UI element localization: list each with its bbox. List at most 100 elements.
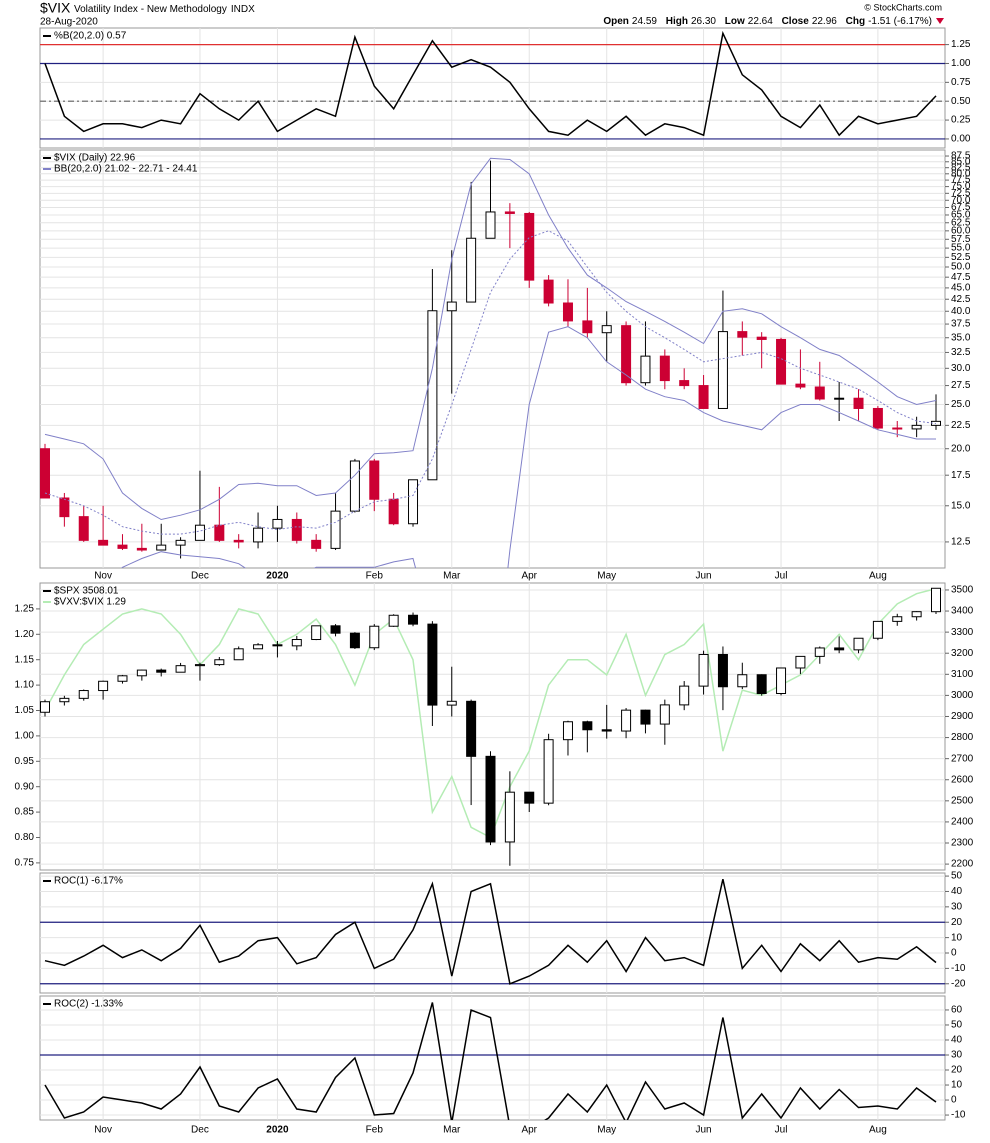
- y-tick-label: 40.0: [951, 306, 971, 317]
- candle-body: [98, 680, 109, 692]
- candle-body: [175, 539, 186, 546]
- quote-value: 22.64: [748, 16, 773, 27]
- candle-body: [388, 498, 399, 525]
- y-tick-label: 50: [951, 1020, 963, 1031]
- candle-body: [601, 729, 612, 732]
- candle-body: [659, 704, 670, 725]
- y-tick-label: 35.0: [951, 332, 971, 343]
- quote-value: 26.30: [691, 16, 716, 27]
- candle-body: [911, 424, 922, 430]
- y-tick-label: 0: [951, 948, 957, 959]
- x-tick-label: Apr: [521, 1125, 537, 1136]
- candle-body: [253, 527, 264, 543]
- candle-body: [291, 518, 302, 541]
- candle-body: [504, 211, 515, 214]
- x-tick-label: Nov: [94, 1125, 112, 1136]
- y-tick-label: 1.00: [951, 58, 971, 69]
- y-tick-label: 37.5: [951, 319, 971, 330]
- x-tick-label: Jun: [696, 571, 712, 582]
- candle-body: [911, 611, 922, 618]
- candle-body: [485, 211, 496, 239]
- y-tick-label: 0.25: [951, 115, 971, 126]
- legend-label: ROC(1) -6.17%: [54, 876, 123, 887]
- plot-area: [40, 583, 945, 870]
- candle-body: [717, 653, 728, 688]
- y2-tick-label: 1.05: [15, 705, 35, 716]
- y-tick-label: -10: [951, 1110, 966, 1121]
- candle-body: [272, 518, 283, 529]
- candle-body: [194, 664, 205, 667]
- y-tick-label: 85.0: [951, 156, 971, 167]
- candle-body: [659, 355, 670, 382]
- y-tick-label: 40: [951, 1035, 963, 1046]
- legend-label: $SPX 3508.01: [54, 586, 119, 597]
- date: 28-Aug-2020: [40, 17, 98, 28]
- y-tick-label: 77.5: [951, 175, 971, 186]
- candle-body: [59, 497, 70, 518]
- symbol: $VIX: [40, 0, 71, 16]
- y2-tick-label: 1.00: [15, 731, 35, 742]
- candle-body: [156, 544, 167, 551]
- legend-label: $VXV:$VIX 1.29: [54, 597, 126, 608]
- y-tick-label: 3200: [951, 648, 974, 659]
- candle-body: [795, 383, 806, 388]
- y2-tick-label: 1.20: [15, 629, 35, 640]
- candle-body: [621, 325, 632, 384]
- candle-body: [524, 212, 535, 281]
- x-tick-label: Mar: [443, 571, 461, 582]
- y-tick-label: 80.0: [951, 168, 971, 179]
- candle-body: [892, 616, 903, 622]
- y2-tick-label: 1.15: [15, 654, 35, 665]
- y2-tick-label: 0.80: [15, 832, 35, 843]
- candle-body: [253, 644, 264, 650]
- candle-body: [795, 655, 806, 669]
- y-tick-label: 3400: [951, 606, 974, 617]
- plot-area: [40, 996, 945, 1120]
- name: Volatility Index - New Methodology: [74, 4, 227, 15]
- candle-body: [214, 524, 225, 541]
- y-tick-label: 2500: [951, 795, 974, 806]
- quote: Open 24.59 High 26.30 Low 22.64 Close 22.96 …: [603, 16, 932, 27]
- candle-body: [562, 302, 573, 322]
- candle-body: [931, 587, 941, 613]
- x-tick-label: May: [597, 1125, 616, 1136]
- candle-body: [272, 644, 283, 647]
- y-tick-label: 87.5: [951, 151, 971, 162]
- candle-body: [117, 675, 128, 682]
- y-tick-label: 2800: [951, 732, 974, 743]
- x-tick-label: 2020: [266, 571, 289, 582]
- candle-body: [756, 336, 767, 340]
- band-middle: [44, 230, 937, 535]
- y-tick-label: 0.00: [951, 134, 971, 145]
- plot-area: [40, 150, 945, 568]
- candle-body: [582, 721, 593, 731]
- y-tick-label: 1.25: [951, 39, 971, 50]
- candle-body: [233, 648, 244, 661]
- candle-body: [640, 355, 651, 384]
- indicator-line: [44, 1002, 937, 1120]
- candle-body: [872, 620, 883, 639]
- y-tick-label: 45.0: [951, 283, 971, 294]
- x-tick-label: Feb: [366, 1125, 384, 1136]
- y-tick-label: 50.0: [951, 262, 971, 273]
- y-tick-label: 62.5: [951, 217, 971, 228]
- y-tick-label: 10: [951, 932, 963, 943]
- candle-body: [78, 690, 89, 699]
- candle-body: [698, 385, 709, 409]
- y-tick-label: 0.75: [951, 77, 971, 88]
- x-tick-label: Aug: [869, 571, 887, 582]
- instrument-name: Volatility Index - New Methodology INDX: [74, 4, 255, 15]
- y-tick-label: 75.0: [951, 181, 971, 192]
- candle-body: [214, 659, 225, 666]
- candle-body: [737, 674, 748, 688]
- y-tick-label: 3300: [951, 627, 974, 638]
- x-tick-label: Apr: [521, 571, 537, 582]
- candle-body: [59, 697, 70, 703]
- candle-body: [717, 331, 728, 409]
- candle-body: [40, 448, 50, 499]
- y-tick-label: 2700: [951, 753, 974, 764]
- candle-body: [349, 632, 360, 649]
- indicator-line: [44, 879, 937, 985]
- y-tick-label: 60.0: [951, 225, 971, 236]
